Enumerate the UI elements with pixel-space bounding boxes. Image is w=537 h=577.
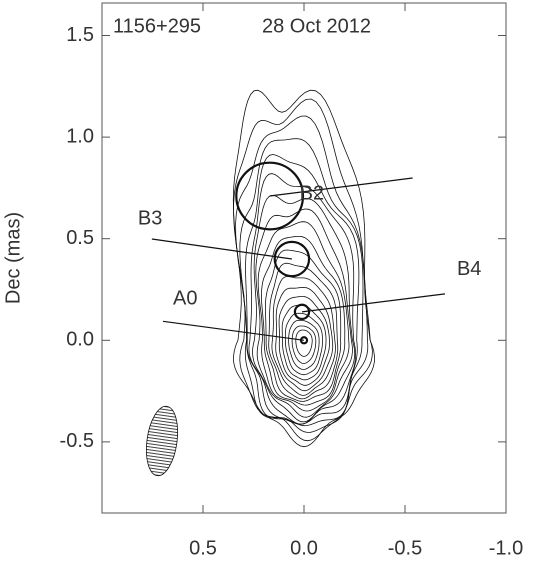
contour (284, 312, 323, 376)
y-tick-label: -0.5 (60, 430, 94, 452)
contour (257, 221, 350, 412)
x-tick-label: -1.0 (489, 537, 523, 559)
y-tick-label: 1.5 (66, 24, 94, 46)
x-tick-label: 0.5 (189, 537, 217, 559)
contour (278, 296, 330, 386)
component (273, 240, 311, 278)
component-label: B4 (457, 258, 481, 280)
contour (255, 208, 353, 418)
y-tick-label: 0.5 (66, 227, 94, 249)
contour-map (232, 89, 375, 448)
source-name: 1156+295 (113, 15, 201, 37)
contour (233, 98, 373, 442)
contour (288, 319, 320, 370)
contour (260, 236, 346, 406)
contour (248, 173, 356, 425)
y-axis-label: Dec (mas) (2, 212, 24, 304)
leader-line (301, 293, 446, 313)
x-tick-label: 0.0 (290, 537, 318, 559)
y-tick-label: 1.0 (66, 125, 94, 147)
leader-line (269, 177, 413, 197)
contour (295, 329, 313, 357)
y-tick-label: 0.0 (66, 329, 94, 351)
epoch-date: 28 Oct 2012 (262, 15, 371, 37)
contour (268, 262, 339, 400)
component (235, 161, 305, 231)
contour (264, 249, 342, 402)
contour (271, 276, 336, 396)
leader-line (151, 238, 292, 260)
beam (145, 405, 179, 477)
component (293, 303, 311, 321)
component-label: B2 (300, 182, 324, 204)
contour (252, 194, 356, 423)
component-label: A0 (173, 288, 197, 310)
leader-line (162, 320, 305, 341)
component-label: B3 (138, 207, 162, 229)
contour (275, 286, 334, 392)
x-tick-label: -0.5 (388, 537, 422, 559)
contour (291, 325, 317, 364)
contour (232, 89, 375, 448)
contour (245, 154, 360, 425)
